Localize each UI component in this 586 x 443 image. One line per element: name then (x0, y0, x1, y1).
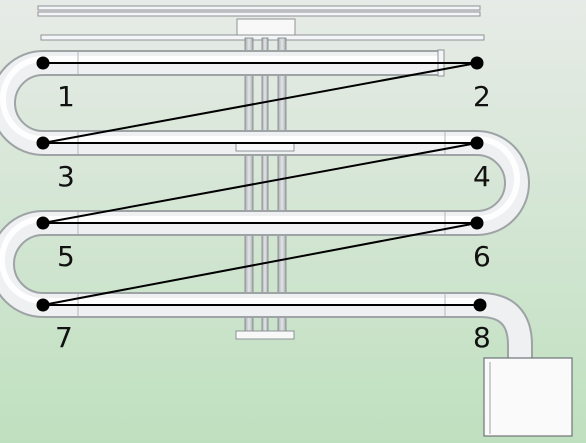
connection-lines (42, 62, 480, 306)
line-2-3 (42, 62, 478, 144)
node-1 (36, 56, 50, 70)
node-label-6: 6 (473, 240, 491, 273)
line-4-5 (42, 142, 478, 224)
line-6-7 (42, 222, 478, 306)
node-label-3: 3 (57, 160, 75, 193)
node-3 (36, 136, 50, 150)
node-7 (36, 298, 50, 312)
node-labels: 1 2 3 4 5 6 7 8 (55, 80, 491, 354)
node-label-4: 4 (473, 160, 491, 193)
node-5 (36, 216, 50, 230)
node-8 (473, 298, 487, 312)
node-2 (470, 56, 484, 70)
support-posts (244, 37, 287, 336)
node-label-2: 2 (473, 80, 491, 113)
node-label-7: 7 (55, 321, 73, 354)
node-6 (470, 216, 484, 230)
node-4 (470, 136, 484, 150)
top-clamp (236, 18, 296, 36)
node-label-1: 1 (57, 80, 75, 113)
nodes (36, 56, 487, 312)
node-label-5: 5 (57, 240, 75, 273)
serpentine-pipe (0, 50, 533, 360)
top-rail (37, 5, 481, 17)
outlet-box (483, 357, 573, 437)
bottom-clamp (235, 330, 295, 340)
middle-clamp (235, 142, 295, 152)
node-label-8: 8 (473, 321, 491, 354)
